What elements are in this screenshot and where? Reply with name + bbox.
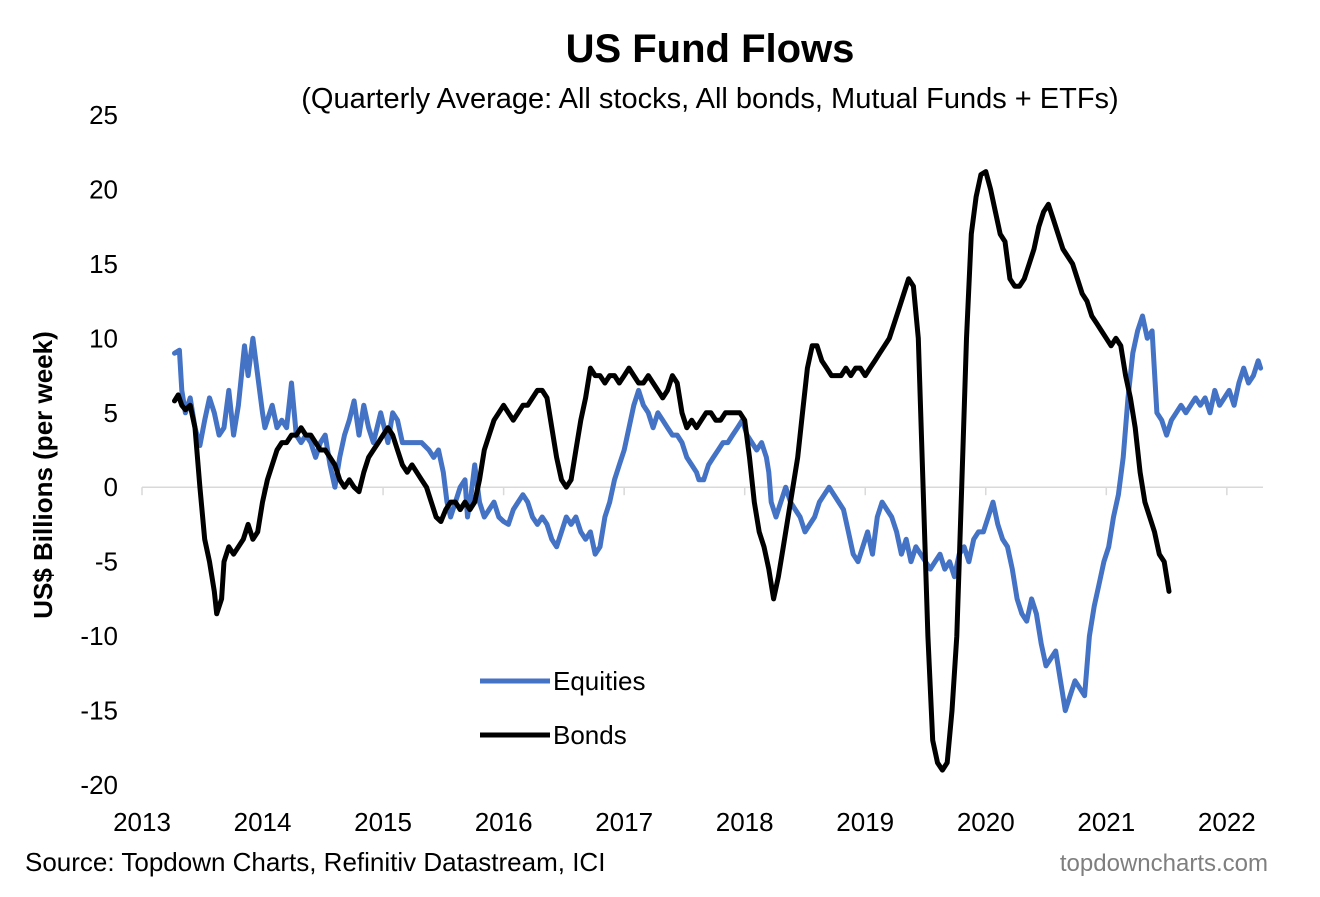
source-note: Source: Topdown Charts, Refinitiv Datast…: [25, 847, 605, 877]
series-layer: [172, 169, 1264, 773]
x-axis-ticks: 2013 2014 2015 2016 2017 2018 2019 2020 2021 2022: [113, 487, 1256, 837]
x-tick-label: 2015: [354, 807, 412, 837]
y-tick-label: -10: [80, 621, 118, 651]
y-tick-label: 10: [89, 323, 118, 353]
y-tick-label: 20: [89, 174, 118, 204]
x-tick-label: 2016: [475, 807, 533, 837]
series-line-equities: [172, 313, 1264, 714]
x-tick-label: 2020: [957, 807, 1015, 837]
legend: Equities Bonds: [480, 666, 646, 750]
y-axis-ticks: 25 20 15 10 5 0 -5 -10 -15 -20: [80, 100, 118, 800]
y-tick-label: -5: [95, 547, 118, 577]
watermark: topdowncharts.com: [1060, 850, 1268, 877]
x-tick-label: 2017: [595, 807, 653, 837]
legend-label-bonds: Bonds: [553, 720, 627, 750]
y-tick-label: 15: [89, 249, 118, 279]
chart-title: US Fund Flows: [566, 27, 855, 71]
y-tick-label: 5: [104, 398, 118, 428]
x-tick-label: 2021: [1077, 807, 1135, 837]
x-tick-label: 2018: [716, 807, 774, 837]
y-tick-label: 0: [104, 472, 118, 502]
chart-subtitle: (Quarterly Average: All stocks, All bond…: [301, 83, 1118, 115]
series-line-bonds: [172, 169, 1172, 773]
y-tick-label: -20: [80, 770, 118, 800]
y-tick-label: 25: [89, 100, 118, 130]
x-tick-label: 2022: [1198, 807, 1256, 837]
x-tick-label: 2019: [836, 807, 894, 837]
x-tick-label: 2013: [113, 807, 171, 837]
x-tick-label: 2014: [234, 807, 292, 837]
legend-label-equities: Equities: [553, 666, 646, 696]
y-tick-label: -15: [80, 696, 118, 726]
y-axis-label: US$ Billions (per week): [28, 331, 58, 619]
